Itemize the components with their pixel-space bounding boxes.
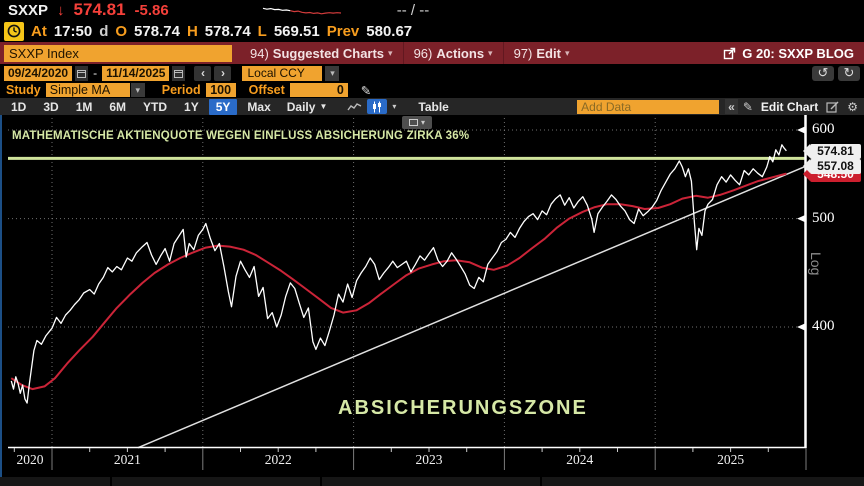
open-value: 578.74: [134, 22, 180, 40]
last-price: 574.81: [73, 0, 126, 19]
range-back-button[interactable]: ‹: [194, 65, 212, 81]
delayed-clock-icon: [4, 21, 24, 41]
undo-button[interactable]: ↺: [812, 65, 834, 81]
range-tab-max[interactable]: Max: [247, 99, 271, 114]
range-separator: -: [93, 66, 98, 80]
image-icon: [408, 119, 418, 126]
y-tick-400: 400: [812, 318, 835, 334]
study-caret-icon[interactable]: ▾: [130, 83, 145, 97]
snapshot-caret-icon: ▾: [420, 118, 425, 127]
low-value: 569.51: [273, 22, 320, 40]
caret-down-icon: ▾: [564, 47, 570, 58]
chart-snapshot-button[interactable]: ▾: [402, 116, 432, 129]
prev-label: Prev: [326, 22, 360, 40]
trendline-value-box: 557.08: [803, 159, 861, 174]
price-change: -5.86: [134, 1, 169, 19]
add-data-input[interactable]: [577, 99, 720, 114]
calendar-icon[interactable]: [172, 65, 186, 81]
frequency-label: Daily: [286, 99, 316, 114]
x-tick-2020: 2020: [16, 452, 44, 467]
range-tab-1d[interactable]: 1D: [11, 99, 27, 114]
ticker-symbol: SXXP: [8, 1, 49, 19]
date-to-field[interactable]: 11/14/2025: [102, 65, 170, 81]
range-tabs: 1D 3D 1M 6M YTD 1Y 5Y Max: [4, 98, 278, 115]
offset-input[interactable]: 0: [289, 83, 348, 97]
period-label: Period: [161, 83, 201, 97]
high-label: H: [186, 22, 198, 40]
range-tab-3d[interactable]: 3D: [43, 99, 59, 114]
intraday-sparkline: [262, 7, 341, 14]
date-from-field[interactable]: 09/24/2020: [4, 65, 73, 81]
chart-title-annotation: MATHEMATISCHE AKTIENQUOTE WEGEN EINFLUSS…: [12, 130, 470, 142]
draw-pencil-icon[interactable]: ✎: [360, 83, 372, 98]
candle-chart-type-button[interactable]: [367, 99, 388, 114]
edit-pencil-icon[interactable]: ✎: [742, 99, 753, 114]
settings-gear-icon[interactable]: ⚙: [847, 99, 858, 114]
range-tab-5y[interactable]: 5Y: [208, 98, 238, 115]
hedge-zone-annotation: ABSICHERUNGSZONE: [338, 397, 588, 419]
range-tab-6m[interactable]: 6M: [109, 99, 127, 114]
caret-down-icon: ▾: [488, 47, 493, 58]
menu-item-edit[interactable]: 97) Edit ▾: [502, 42, 580, 64]
window-left-edge: [0, 114, 2, 486]
range-tab-1y[interactable]: 1Y: [184, 99, 199, 114]
redo-button[interactable]: ↻: [838, 65, 860, 81]
log-scale-label: Log: [808, 252, 824, 276]
caret-down-icon: ▾: [388, 47, 393, 58]
calendar-icon[interactable]: [75, 65, 89, 81]
export-icon: [724, 47, 736, 59]
chart-toolbar: 1D 3D 1M 6M YTD 1Y 5Y Max Daily ▼ ▾ Table « ✎ E…: [0, 98, 864, 115]
currency-caret-icon[interactable]: ▾: [325, 65, 340, 81]
menu-items: 94) Suggested Charts ▾ 96) Actions ▾ 97) Edit ▾: [240, 42, 579, 64]
collapse-panel-button[interactable]: «: [725, 99, 738, 114]
bottom-scrollbar[interactable]: [0, 477, 864, 486]
date-range-row: 09/24/2020 - 11/14/2025 ‹ › Local CCY ▾ …: [0, 64, 864, 82]
table-button[interactable]: Table: [418, 99, 449, 114]
blog-link[interactable]: G 20: SXXP BLOG: [723, 46, 864, 61]
quote-time: 17:50: [53, 22, 93, 40]
currency-select[interactable]: Local CCY: [242, 65, 323, 81]
edit-chart-button[interactable]: Edit Chart: [760, 99, 819, 114]
range-tab-1m[interactable]: 1M: [75, 99, 93, 114]
high-value: 578.74: [204, 22, 251, 40]
delay-flag: d: [99, 22, 109, 40]
frequency-caret-icon: ▼: [319, 102, 328, 111]
study-label: Study: [6, 83, 41, 97]
at-label: At: [31, 22, 47, 40]
menu-item-actions[interactable]: 96) Actions ▾: [402, 42, 503, 64]
line-chart-type-button[interactable]: [344, 99, 365, 114]
offset-label: Offset: [248, 83, 285, 97]
y-tick-500: 500: [812, 209, 835, 226]
menu-bar: SXXP Index 94) Suggested Charts ▾ 96) Action…: [0, 42, 864, 64]
study-select[interactable]: Simple MA: [45, 83, 130, 97]
ohlc-row: At 17:50 d O 578.74 H 578.74 L 569.51 Pr…: [0, 20, 864, 42]
menu-item-suggested-charts[interactable]: 94) Suggested Charts ▾: [250, 45, 393, 61]
last-price-box: 574.81: [803, 144, 861, 159]
x-tick-2025: 2025: [717, 452, 745, 467]
chart-type-caret-icon[interactable]: ▾: [392, 102, 397, 111]
prev-value: 580.67: [366, 22, 413, 40]
security-field[interactable]: SXXP Index: [4, 44, 232, 62]
x-tick-2021: 2021: [113, 452, 141, 467]
quote-header-row: SXXP ↓ 574.81 -5.86 -- / --: [0, 0, 864, 20]
low-label: L: [257, 22, 267, 40]
x-tick-2024: 2024: [566, 452, 594, 467]
range-forward-button[interactable]: ›: [214, 65, 232, 81]
down-arrow-icon: ↓: [57, 1, 65, 19]
annotate-icon[interactable]: [823, 99, 842, 114]
frequency-select[interactable]: Daily ▼: [280, 99, 335, 115]
open-label: O: [115, 22, 128, 40]
period-input[interactable]: 100: [205, 83, 236, 97]
x-tick-2022: 2022: [264, 452, 292, 467]
bid-ask-na: -- / --: [396, 1, 430, 19]
study-row: Study Simple MA ▾ Period 100 Offset 0 ✎: [0, 82, 864, 98]
blog-label: G 20: SXXP BLOG: [742, 45, 854, 61]
range-tab-ytd[interactable]: YTD: [143, 99, 168, 114]
x-tick-2023: 2023: [415, 452, 443, 467]
y-tick-600: 600: [812, 121, 835, 137]
